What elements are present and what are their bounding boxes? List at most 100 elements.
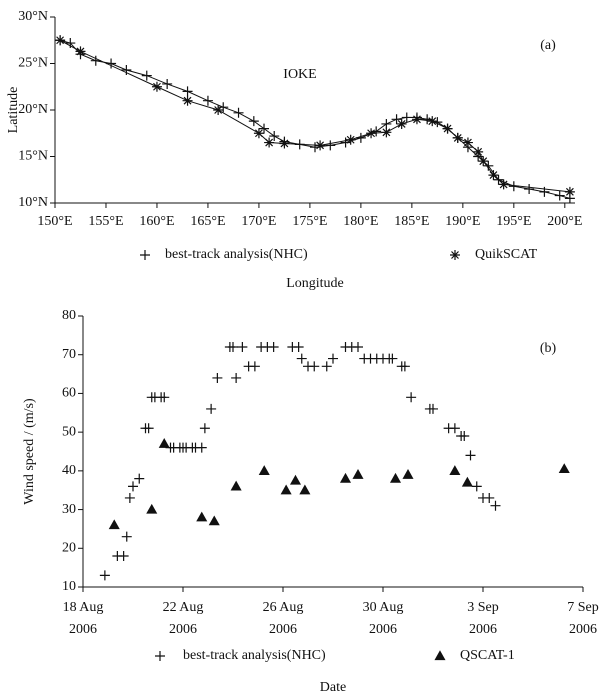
legend-label: best-track analysis(NHC) (165, 247, 308, 262)
y-tick-label: 10 (62, 579, 76, 594)
point (353, 341, 363, 352)
point (340, 137, 351, 148)
point (366, 128, 377, 139)
x-tick-label: 190°E (445, 214, 480, 229)
x-tick-label: 175°E (292, 214, 327, 229)
point (213, 105, 224, 115)
point (196, 442, 207, 453)
x-axis-label: Longitude (286, 276, 344, 291)
legend-marker (434, 650, 446, 661)
point (490, 500, 501, 511)
point (182, 95, 193, 106)
legend-marker (155, 651, 165, 661)
point (381, 127, 392, 138)
point (296, 353, 307, 364)
x-tick-label: 155°E (88, 214, 123, 229)
point (558, 463, 570, 474)
point (146, 503, 158, 514)
y-tick-label: 50 (62, 424, 76, 439)
point (484, 492, 495, 503)
y-tick-label: 60 (62, 386, 76, 401)
point (228, 341, 238, 352)
x-tick-label: 18 Aug 2006 (62, 600, 104, 637)
point (248, 116, 259, 127)
x-tick-label: 200°E (547, 214, 582, 229)
point (459, 431, 470, 442)
point (399, 361, 410, 372)
point (128, 481, 138, 492)
point (121, 531, 132, 542)
x-tick-label: 165°E (190, 214, 225, 229)
y-tick-label: 70 (62, 347, 76, 362)
point (471, 481, 482, 492)
point (212, 372, 223, 383)
point (233, 107, 244, 118)
y-tick-label: 25°N (18, 56, 48, 71)
point (162, 78, 173, 89)
point (206, 403, 217, 414)
y-tick-label: 30 (62, 502, 76, 517)
x-tick-label: 160°E (139, 214, 174, 229)
point (411, 114, 422, 125)
point (124, 492, 135, 503)
x-tick-label: 7 Sep 2006 (567, 600, 599, 637)
point (325, 140, 336, 151)
point (199, 423, 210, 434)
legend-label: QSCAT-1 (460, 648, 515, 663)
point (230, 480, 242, 491)
point (159, 392, 170, 403)
y-axis-label: Latitude (6, 87, 21, 134)
track-line (59, 39, 570, 193)
legend-label: QuikSCAT (475, 247, 538, 262)
point (293, 341, 304, 352)
point (427, 116, 438, 127)
point (208, 515, 220, 526)
point (134, 473, 145, 484)
x-tick-label: 185°E (394, 214, 429, 229)
x-tick-label: 170°E (241, 214, 276, 229)
point (258, 465, 270, 475)
point (442, 123, 453, 134)
point (280, 484, 292, 495)
point (269, 131, 280, 142)
point (90, 55, 101, 66)
x-tick-label: 3 Sep 2006 (467, 600, 499, 637)
point (121, 65, 132, 76)
y-tick-label: 10°N (18, 195, 48, 210)
x-tick-label: 195°E (496, 214, 531, 229)
point (158, 438, 170, 448)
point (237, 341, 248, 352)
point (554, 190, 565, 201)
point (264, 137, 275, 148)
point (465, 450, 476, 461)
point (196, 511, 208, 522)
x-tick-label: 22 Aug 2006 (162, 600, 204, 637)
point (299, 484, 311, 495)
x-tick-label: 30 Aug 2006 (362, 600, 404, 637)
point (259, 123, 270, 134)
point (391, 114, 402, 125)
y-tick-label: 40 (62, 463, 76, 478)
point (381, 118, 392, 129)
point (352, 469, 364, 479)
point (289, 474, 302, 485)
point (108, 519, 120, 530)
point (461, 476, 473, 487)
point (389, 472, 402, 483)
legend-marker (450, 250, 460, 260)
point (473, 146, 484, 157)
y-axis-label: Wind speed / (m/s) (22, 398, 37, 505)
point (55, 35, 66, 46)
point (402, 469, 414, 479)
y-tick-label: 30°N (18, 9, 48, 24)
point (279, 138, 290, 149)
point (321, 361, 332, 372)
point (428, 403, 438, 414)
point (182, 86, 193, 97)
point (564, 186, 575, 197)
legend-marker (140, 250, 150, 260)
point (345, 134, 356, 145)
point (328, 353, 338, 364)
point (231, 372, 242, 383)
